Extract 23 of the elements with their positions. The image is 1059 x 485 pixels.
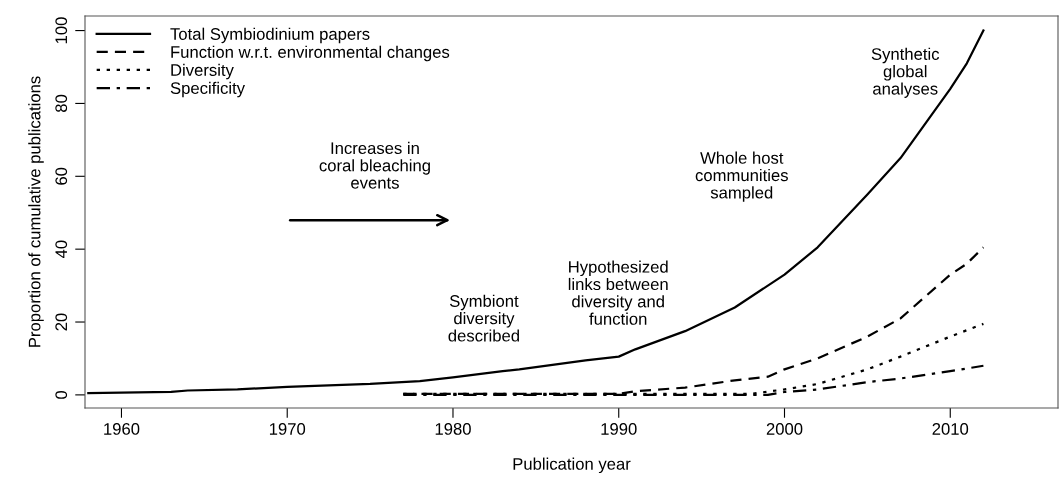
annotation: Synthetic global analyses bbox=[871, 47, 940, 98]
y-tick-label: 40 bbox=[55, 240, 68, 259]
y-tick-label: 20 bbox=[55, 313, 68, 331]
legend-label: Total Symbiodinium papers bbox=[170, 27, 370, 44]
annotation: Symbiont diversity described bbox=[448, 294, 519, 342]
x-tick-label: 2000 bbox=[766, 423, 803, 435]
x-tick-label: 2010 bbox=[932, 423, 969, 435]
x-tick-label: 1990 bbox=[601, 423, 637, 435]
x-tick-label: 1960 bbox=[104, 423, 140, 435]
y-axis-title: Proportion of cumulative publications bbox=[28, 76, 44, 347]
y-tick-label: 80 bbox=[55, 94, 68, 112]
x-tick-label: 1980 bbox=[435, 423, 471, 435]
annotation: Increases in coral bleaching events bbox=[319, 141, 430, 189]
y-tick-label: 60 bbox=[55, 167, 68, 185]
legend-label: Function w.r.t. environmental changes bbox=[171, 45, 450, 62]
x-axis-title: Publication year bbox=[513, 457, 631, 474]
annotation: Whole host communities sampled bbox=[695, 151, 788, 202]
y-tick-label: 0 bbox=[55, 390, 68, 399]
x-tick-label: 1970 bbox=[269, 423, 306, 435]
annotation: Hypothesized links between diversity and function bbox=[568, 260, 668, 325]
legend-label: Specificity bbox=[170, 81, 245, 98]
y-tick-label: 100 bbox=[55, 17, 68, 44]
legend-label: Diversity bbox=[171, 63, 234, 80]
